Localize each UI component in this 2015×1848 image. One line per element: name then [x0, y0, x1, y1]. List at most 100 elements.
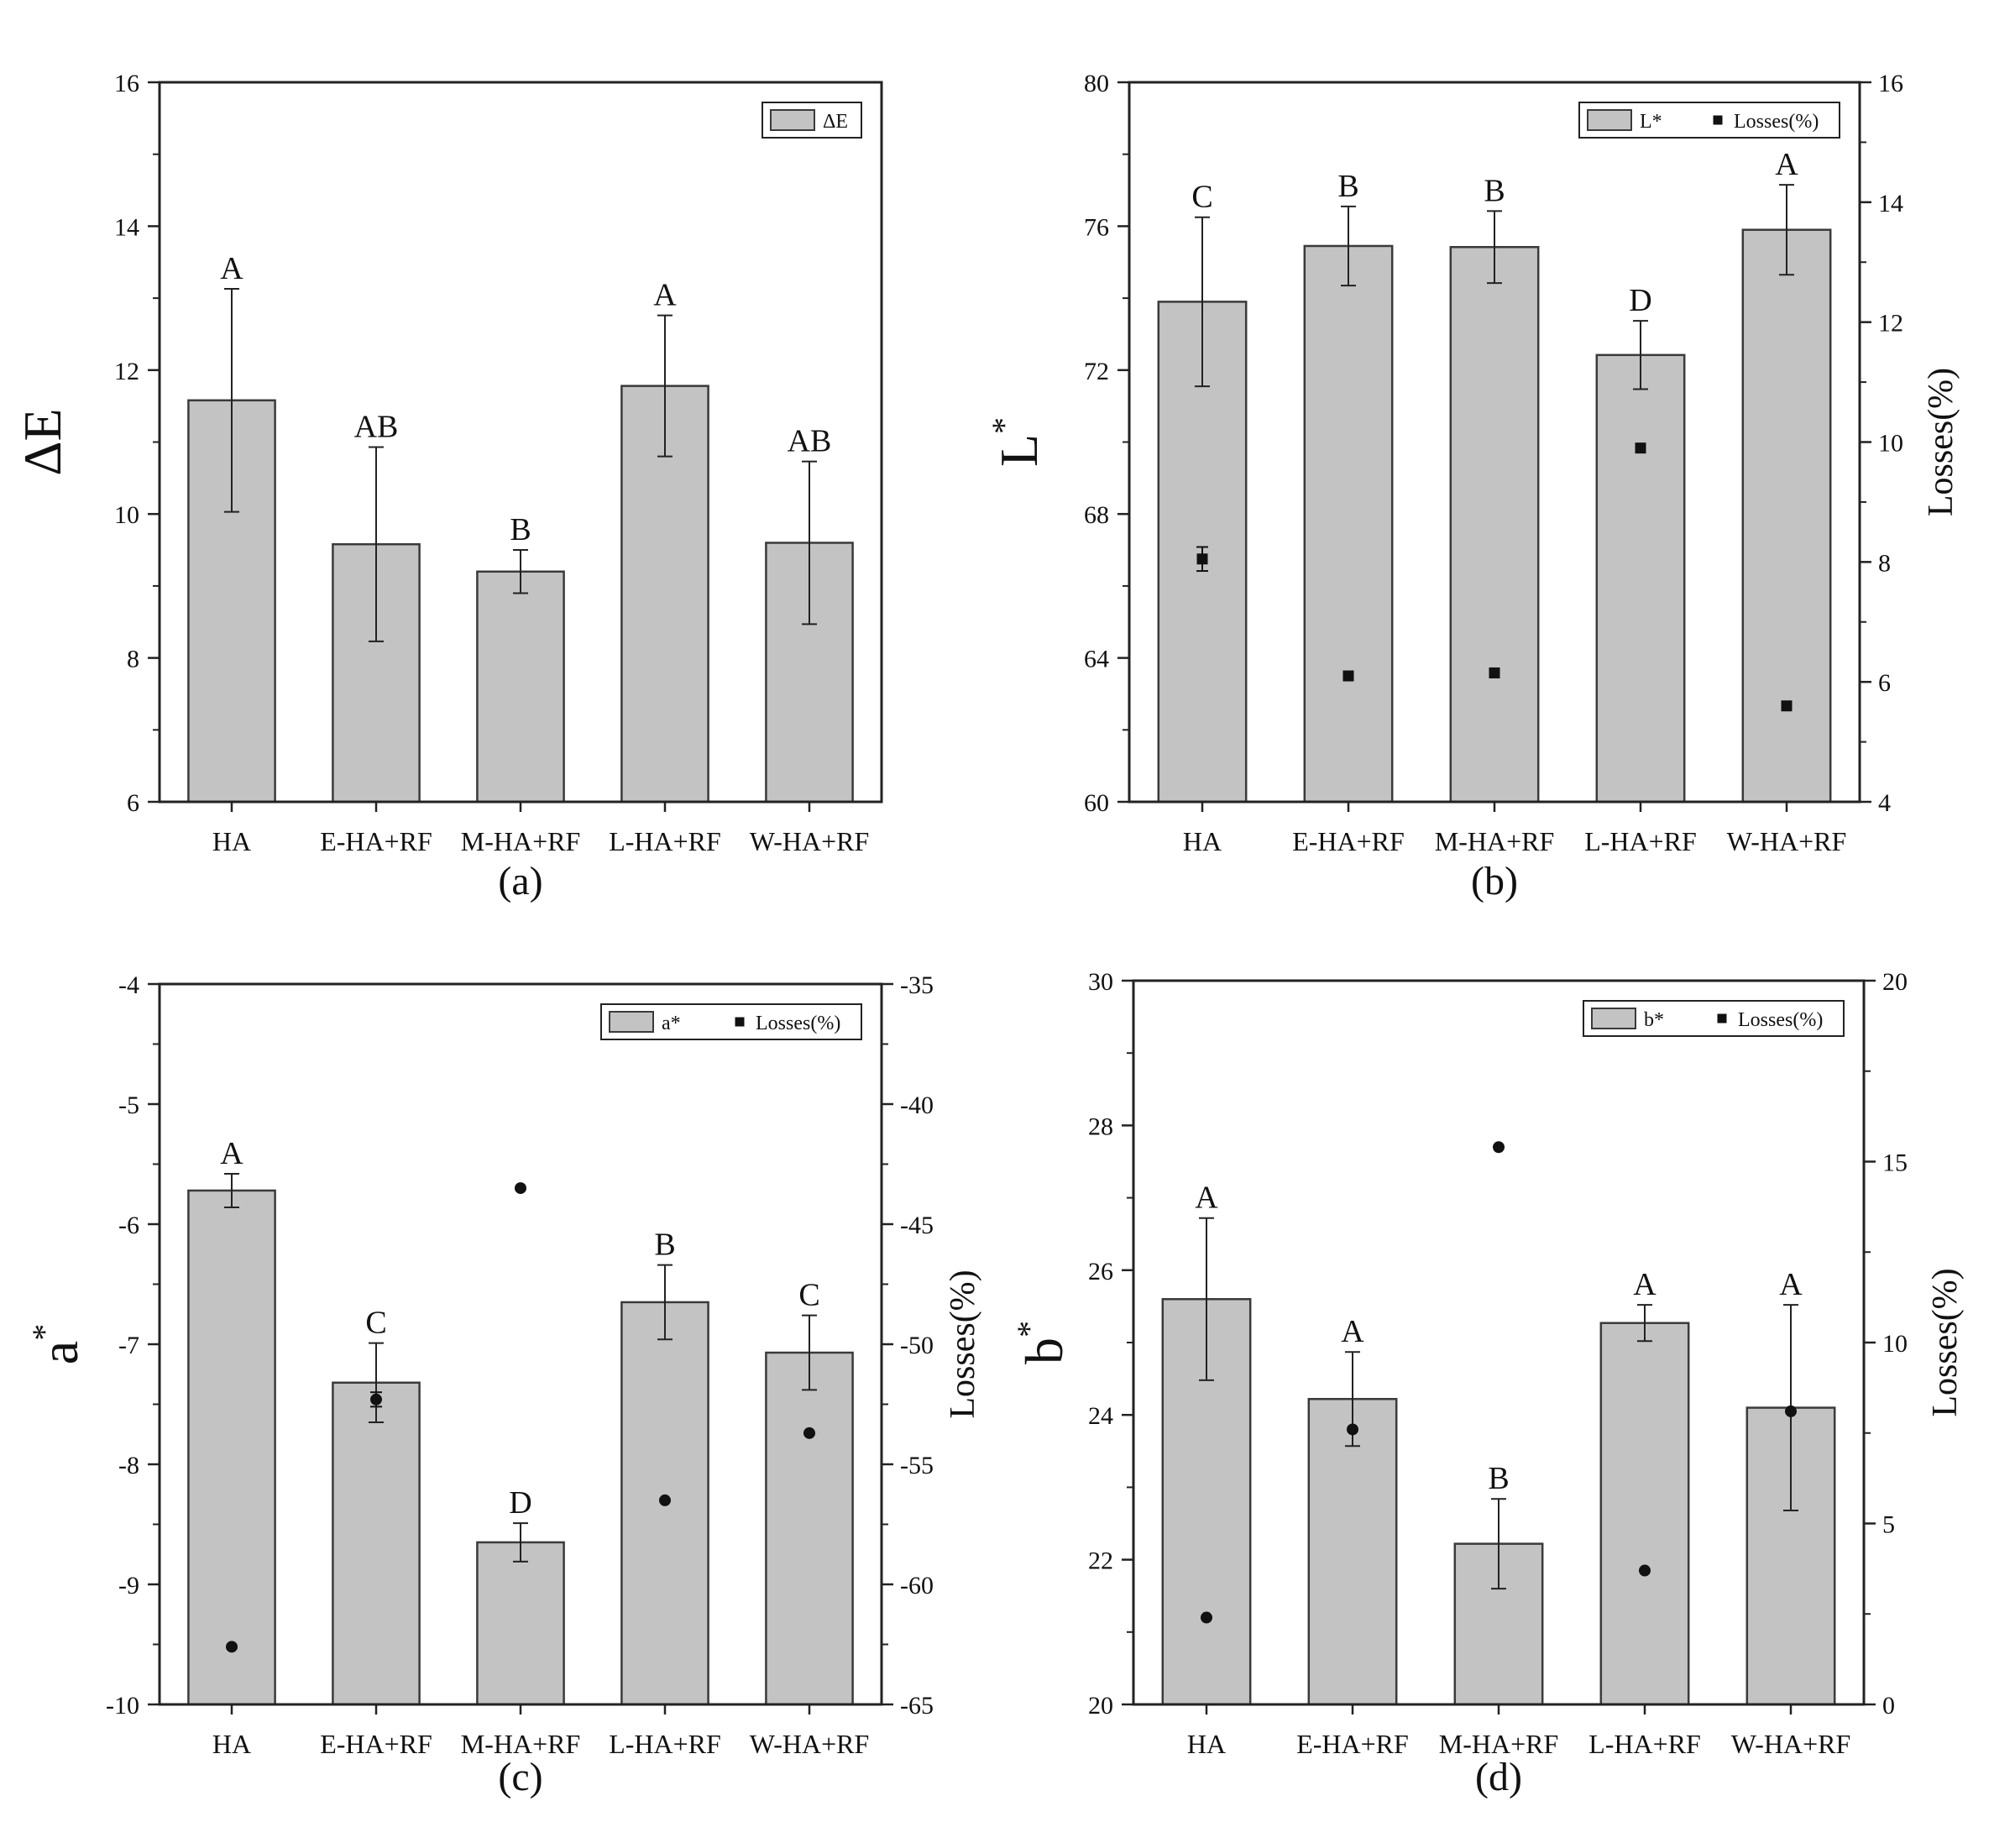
significance-letter: B — [1484, 173, 1505, 208]
y2-tick-label: -65 — [900, 1692, 934, 1720]
legend-label: a* — [662, 1013, 681, 1034]
y-axis-label-text: b — [1014, 1338, 1074, 1364]
y2-tick-label: -60 — [900, 1572, 934, 1599]
y-tick-label: 64 — [1084, 646, 1109, 673]
loss-point — [803, 1427, 815, 1439]
bar-E-HA+RF — [1307, 1397, 1398, 1706]
bar-W-HA+RF — [765, 1351, 854, 1706]
significance-letter: D — [509, 1485, 531, 1521]
y2-tick-label: 12 — [1878, 310, 1903, 338]
y2-tick-label: -35 — [900, 971, 934, 999]
y-tick-label: 16 — [114, 70, 139, 97]
bar-M-HA+RF — [1449, 246, 1540, 804]
legend-bar-swatch — [1591, 1008, 1636, 1029]
y-tick-label: 10 — [114, 501, 139, 529]
x-tick-label: W-HA+RF — [1727, 826, 1847, 856]
loss-point — [1196, 553, 1208, 565]
loss-point — [1347, 1423, 1358, 1436]
y2-axis-label: Losses(%) — [1922, 368, 1960, 516]
y-tick-label: -7 — [118, 1332, 139, 1359]
y-tick-label: 24 — [1088, 1402, 1113, 1430]
legend-label: Losses(%) — [1734, 111, 1819, 133]
y-tick-label: 14 — [114, 213, 139, 241]
y2-tick-label: 4 — [1878, 789, 1891, 817]
significance-letter: B — [1488, 1461, 1509, 1496]
x-tick-label: L-HA+RF — [1584, 826, 1697, 856]
x-tick-label: E-HA+RF — [320, 826, 432, 856]
y-tick-label: 30 — [1088, 968, 1113, 996]
significance-letter: A — [1779, 1267, 1803, 1302]
y2-tick-label: 10 — [1882, 1330, 1908, 1358]
y-axis-label: L* — [985, 417, 1049, 467]
x-tick-label: W-HA+RF — [1731, 1729, 1851, 1759]
bar-E-HA+RF — [1303, 244, 1394, 804]
x-tick-label: W-HA+RF — [750, 826, 870, 856]
significance-letter: B — [510, 512, 531, 547]
y-tick-label: -6 — [118, 1212, 139, 1239]
y-tick-label: -10 — [106, 1692, 139, 1720]
y2-tick-label: 15 — [1882, 1149, 1908, 1177]
y2-tick-label: 14 — [1878, 190, 1903, 217]
y-axis-label-superscript: * — [985, 417, 1023, 434]
y-tick-label: 26 — [1088, 1258, 1113, 1285]
x-tick-label: W-HA+RF — [750, 1729, 870, 1759]
loss-point — [659, 1494, 671, 1506]
y2-tick-label: 0 — [1882, 1692, 1895, 1720]
bar-M-HA+RF — [476, 1541, 565, 1706]
panel-caption: (b) — [1471, 859, 1518, 903]
legend-bar-swatch — [770, 109, 815, 131]
y-tick-label: 12 — [114, 358, 139, 385]
y2-tick-label: -45 — [900, 1212, 934, 1239]
legend-label: Losses(%) — [756, 1013, 840, 1034]
legend-marker-swatch — [1717, 1013, 1727, 1023]
bar-M-HA+RF — [476, 570, 565, 804]
significance-letter: A — [653, 278, 677, 313]
significance-letter: A — [1775, 147, 1798, 182]
legend-label: ΔE — [823, 111, 848, 133]
chart-panel-1: A AB B A AB 6 8 10 12 14 16 HA E-HA+RF M-HA+RF L-HA+RF… — [13, 70, 883, 903]
loss-point — [1489, 667, 1500, 678]
significance-letter: A — [1195, 1181, 1218, 1216]
bar-W-HA+RF — [1741, 228, 1832, 804]
bar-L-HA+RF — [1595, 353, 1686, 804]
x-tick-label: L-HA+RF — [609, 826, 721, 856]
x-tick-label: E-HA+RF — [320, 1729, 432, 1759]
significance-letter: B — [1337, 169, 1358, 204]
y-tick-label: 68 — [1084, 501, 1109, 529]
loss-point — [1635, 442, 1646, 454]
loss-point — [1639, 1564, 1651, 1577]
y-tick-label: 80 — [1084, 70, 1109, 97]
y-axis-label: b* — [1010, 1321, 1074, 1364]
y-tick-label: -8 — [118, 1452, 139, 1479]
y2-tick-label: 20 — [1882, 968, 1908, 996]
significance-letter: AB — [788, 424, 832, 459]
y-axis-label: ΔE — [13, 408, 72, 475]
y-tick-label: 28 — [1088, 1112, 1113, 1140]
significance-letter: C — [1191, 180, 1212, 215]
x-tick-label: HA — [1187, 1729, 1226, 1759]
x-tick-label: M-HA+RF — [1439, 1729, 1559, 1759]
y-axis-label-superscript: * — [1010, 1321, 1048, 1338]
y2-tick-label: 6 — [1878, 669, 1891, 697]
y-tick-label: 60 — [1084, 789, 1109, 817]
y2-axis-label: Losses(%) — [944, 1270, 982, 1418]
legend-bar-swatch — [609, 1011, 654, 1033]
significance-letter: A — [1633, 1267, 1656, 1302]
legend-label: L* — [1640, 111, 1662, 133]
y2-tick-label: -50 — [900, 1332, 934, 1359]
loss-point — [1493, 1141, 1505, 1154]
y-tick-label: 22 — [1088, 1547, 1113, 1575]
y2-tick-label: -40 — [900, 1092, 934, 1119]
x-tick-label: HA — [1183, 826, 1222, 856]
x-tick-label: L-HA+RF — [609, 1729, 721, 1759]
bar-L-HA+RF — [1599, 1322, 1690, 1706]
y-tick-label: -9 — [118, 1572, 139, 1599]
y2-tick-label: -55 — [900, 1452, 934, 1479]
y-axis-label-text: ΔE — [13, 408, 72, 475]
y-tick-label: -4 — [118, 971, 139, 999]
y2-tick-label: 16 — [1878, 70, 1903, 97]
x-tick-label: M-HA+RF — [461, 826, 581, 856]
